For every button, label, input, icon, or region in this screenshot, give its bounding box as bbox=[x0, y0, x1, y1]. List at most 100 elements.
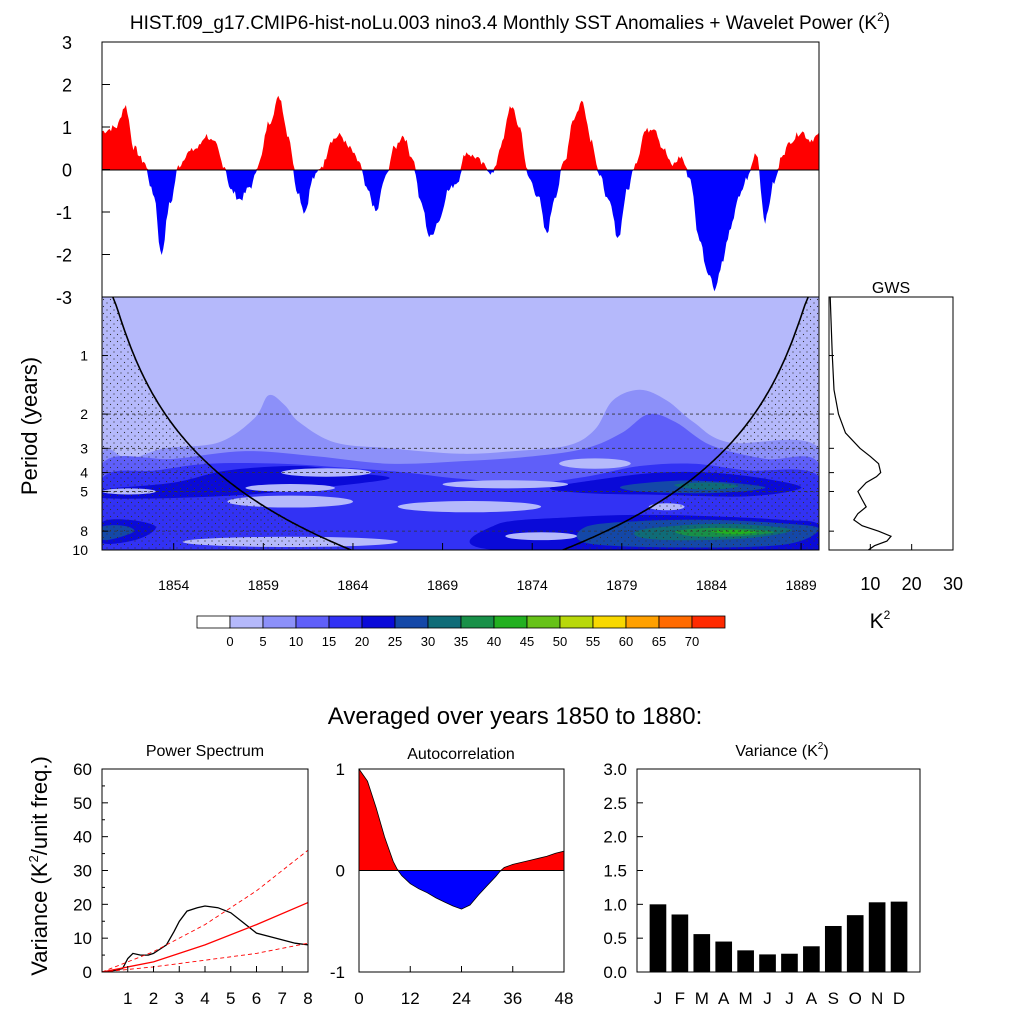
colorbar-swatch bbox=[427, 615, 462, 629]
wavelet-y-tick-label: 3 bbox=[80, 440, 88, 456]
wavelet-y-tick-label: 10 bbox=[72, 542, 88, 558]
colorbar-label: 65 bbox=[652, 634, 666, 649]
colorbar-label: 40 bbox=[487, 634, 501, 649]
autocorrelation-x-tick-label: 12 bbox=[401, 989, 420, 1008]
autocorrelation-x-tick-label: 0 bbox=[354, 989, 363, 1008]
power-spectrum-y-tick-label: 60 bbox=[73, 760, 92, 779]
gws-line bbox=[829, 296, 892, 551]
colorbar-swatch bbox=[328, 615, 363, 629]
coi-stipple-left bbox=[102, 297, 352, 550]
sst-positive-area bbox=[102, 95, 819, 170]
sst-y-tick-label: 1 bbox=[62, 118, 72, 138]
colorbar-swatch bbox=[493, 615, 528, 629]
monthly-variance-panel: Variance (K2) J F M A M J J A S O N D0.00.51.01.52.… bbox=[603, 741, 921, 1008]
variance-bar-A bbox=[803, 946, 820, 972]
monthly-variance-title: Variance (K2) bbox=[735, 741, 828, 760]
colorbar-swatch bbox=[592, 615, 627, 629]
coi-stipple-right bbox=[562, 297, 819, 550]
sst-y-tick-label: -2 bbox=[56, 246, 72, 266]
variance-bar-J bbox=[759, 954, 776, 972]
gws-panel: GWS 10 20 30 K2 bbox=[828, 280, 963, 633]
coi-curve-left bbox=[112, 297, 352, 550]
colorbar-label: 30 bbox=[421, 634, 435, 649]
gws-x-tick-label: 10 bbox=[860, 574, 880, 594]
colorbar-label: 50 bbox=[553, 634, 567, 649]
autocorrelation-x-tick-label: 36 bbox=[503, 989, 522, 1008]
variance-axis-label: Variance (K2/unit freq.) bbox=[26, 756, 52, 976]
autocorrelation-panel: Autocorrelation 1 0 -1 0 12 24 36 48 bbox=[330, 746, 574, 1008]
power-spectrum-x-tick-label: 3 bbox=[175, 989, 184, 1008]
variance-bar-J bbox=[781, 953, 798, 972]
colorbar-label: 45 bbox=[520, 634, 534, 649]
colorbar-swatch bbox=[262, 615, 297, 629]
colorbar-label: 5 bbox=[259, 634, 266, 649]
wavelet-x-tick-label: 1864 bbox=[337, 577, 368, 593]
wavelet-low-power-region bbox=[505, 532, 578, 541]
gws-x-label: K2 bbox=[870, 608, 891, 633]
variance-month-label: J bbox=[654, 989, 663, 1008]
variance-bar-N bbox=[868, 902, 886, 972]
wavelet-low-power-region bbox=[245, 484, 336, 492]
sst-anomaly-panel: 3 2 1 0 -1 -2 -3 bbox=[56, 33, 820, 308]
variance-y-tick-label: 2.0 bbox=[603, 828, 627, 847]
variance-month-label: J bbox=[763, 989, 772, 1008]
power-spectrum-x-tick-label: 2 bbox=[149, 989, 158, 1008]
power-spectrum-confidence-upper-line bbox=[102, 849, 308, 972]
variance-month-label: O bbox=[849, 989, 862, 1008]
variance-bar-A bbox=[715, 941, 733, 972]
colorbar-swatch bbox=[691, 615, 726, 629]
sst-negative-area bbox=[102, 169, 819, 292]
variance-y-tick-label: 3.0 bbox=[603, 760, 627, 779]
wavelet-y-tick-label: 1 bbox=[80, 348, 88, 364]
wavelet-low-power-region bbox=[559, 458, 631, 469]
wavelet-x-tick-label: 1869 bbox=[427, 577, 458, 593]
wavelet-panel-frame bbox=[101, 296, 820, 551]
power-spectrum-y-tick-label: 20 bbox=[73, 895, 92, 914]
power-spectrum-y-tick-label: 40 bbox=[73, 828, 92, 847]
power-spectrum-y-tick-label: 10 bbox=[73, 929, 92, 948]
wavelet-low-power-region bbox=[442, 480, 569, 489]
power-spectrum-frame bbox=[101, 768, 309, 973]
wavelet-x-tick-label: 1859 bbox=[248, 577, 279, 593]
wavelet-x-tick-label: 1889 bbox=[785, 577, 816, 593]
power-spectrum-x-tick-label: 7 bbox=[278, 989, 287, 1008]
power-spectrum-y-tick-label: 0 bbox=[83, 963, 92, 982]
power-spectrum-panel: Power Spectrum 0 10 20 30 40 50 60 1 2 3 4 5 6 7 8 Var… bbox=[26, 743, 313, 1008]
sst-y-tick-label: 3 bbox=[62, 33, 72, 53]
colorbar-swatch bbox=[394, 615, 429, 629]
colorbar-swatch bbox=[559, 615, 594, 629]
variance-y-tick-label: 1.0 bbox=[603, 895, 627, 914]
variance-month-label: J bbox=[785, 989, 794, 1008]
colorbar-swatch bbox=[526, 615, 561, 629]
variance-bar-S bbox=[824, 925, 842, 972]
autocorrelation-negative-area bbox=[359, 870, 564, 910]
colorbar-swatch bbox=[625, 615, 660, 629]
figure-title: HIST.f09_g17.CMIP6-hist-noLu.003 nino3.4… bbox=[130, 10, 890, 34]
wavelet-x-tick-label: 1879 bbox=[606, 577, 637, 593]
variance-bar-F bbox=[671, 914, 689, 972]
colorbar-swatch bbox=[460, 615, 495, 629]
variance-y-tick-label: 2.5 bbox=[603, 794, 627, 813]
colorbar-swatch bbox=[658, 615, 693, 629]
averaged-title: Averaged over years 1850 to 1880: bbox=[328, 703, 702, 730]
coi-curve-right bbox=[562, 297, 809, 550]
wavelet-x-tick-label: 1884 bbox=[696, 577, 727, 593]
gws-title: GWS bbox=[872, 280, 910, 297]
sst-y-tick-label: -1 bbox=[56, 203, 72, 223]
sst-y-tick-label: 0 bbox=[62, 161, 72, 181]
power-spectrum-x-tick-label: 4 bbox=[200, 989, 209, 1008]
variance-bar-D bbox=[890, 901, 908, 972]
power-spectrum-x-tick-label: 6 bbox=[252, 989, 261, 1008]
variance-y-tick-label: 1.5 bbox=[603, 862, 627, 881]
variance-month-label: A bbox=[718, 989, 730, 1008]
colorbar-swatch bbox=[361, 615, 396, 629]
variance-month-label: N bbox=[871, 989, 883, 1008]
sst-y-tick-label: -3 bbox=[56, 288, 72, 308]
wavelet-low-power-region bbox=[397, 501, 542, 513]
power-spectrum-x-tick-label: 1 bbox=[123, 989, 132, 1008]
period-axis-label: Period (years) bbox=[17, 357, 42, 495]
sst-y-tick-label: 2 bbox=[62, 76, 72, 96]
autocorrelation-x-tick-label: 48 bbox=[555, 989, 574, 1008]
colorbar-label: 15 bbox=[322, 634, 336, 649]
variance-month-label: D bbox=[893, 989, 905, 1008]
